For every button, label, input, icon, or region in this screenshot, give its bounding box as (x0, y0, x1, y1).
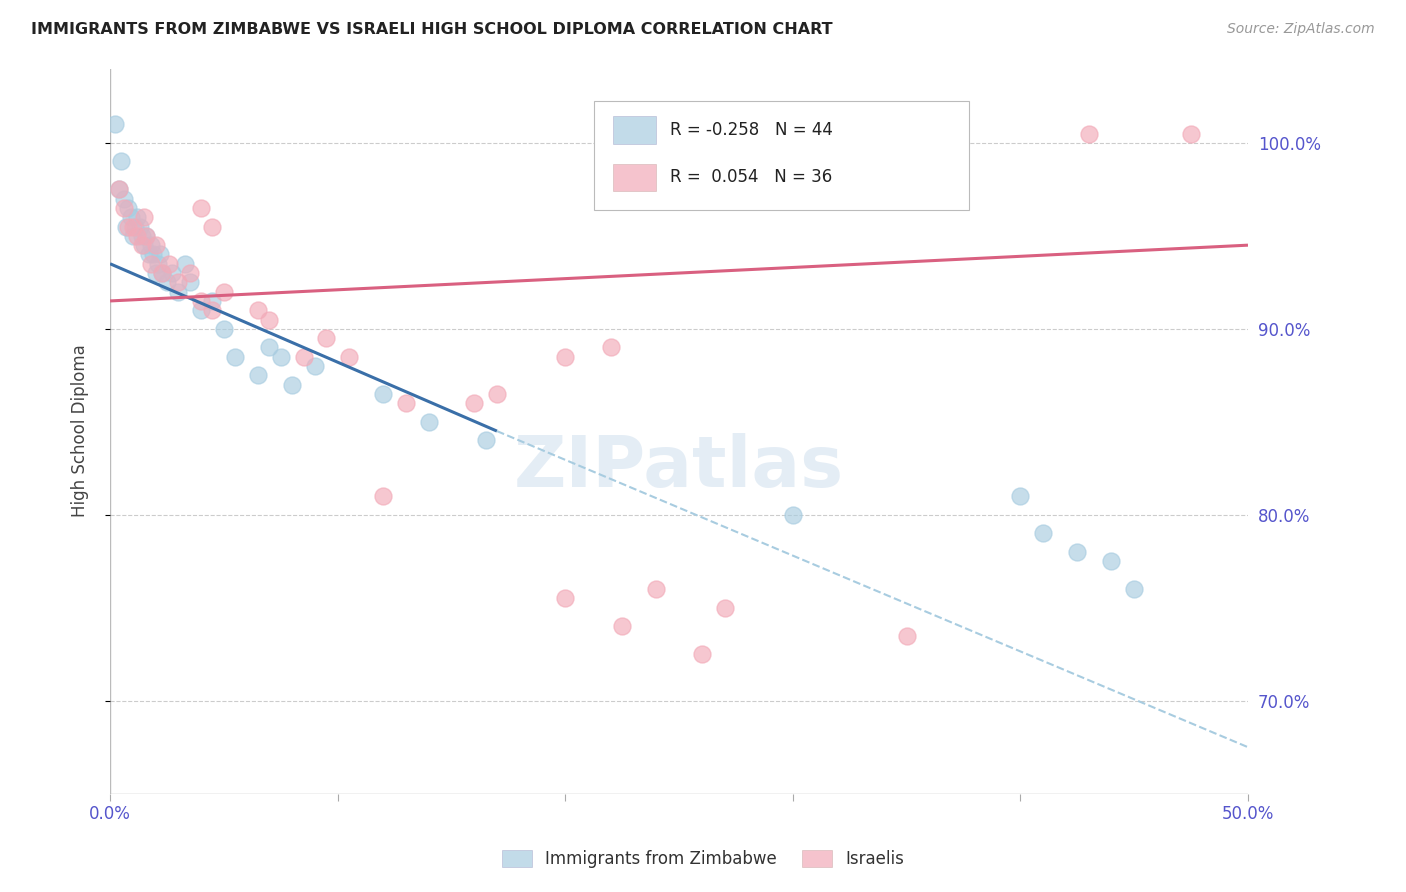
Point (131, 228, 153, 243)
Point (1066, 545, 1088, 559)
Point (131, 238, 153, 252)
Point (138, 247, 160, 261)
Point (179, 276, 201, 290)
Point (896, 629, 918, 643)
Point (281, 377, 304, 392)
Point (224, 350, 246, 364)
Point (485, 387, 508, 401)
Point (645, 582, 668, 596)
Point (121, 228, 143, 243)
Point (108, 182, 131, 196)
Point (167, 285, 190, 299)
Point (157, 257, 180, 271)
Point (1032, 526, 1054, 541)
Point (463, 396, 485, 410)
Text: IMMIGRANTS FROM ZIMBABWE VS ISRAELI HIGH SCHOOL DIPLOMA CORRELATION CHART: IMMIGRANTS FROM ZIMBABWE VS ISRAELI HIGH… (31, 22, 832, 37)
Point (174, 257, 197, 271)
Point (373, 387, 395, 401)
Y-axis label: High School Diploma: High School Diploma (72, 344, 89, 517)
Point (554, 591, 576, 606)
Point (246, 303, 269, 318)
Point (117, 201, 139, 215)
Point (160, 266, 183, 280)
Point (190, 201, 212, 215)
Text: ZIPatlas: ZIPatlas (515, 433, 844, 502)
Point (139, 238, 162, 252)
Point (1010, 489, 1032, 503)
Point (259, 340, 281, 354)
Point (337, 350, 360, 364)
Point (124, 219, 146, 234)
Point (190, 303, 212, 318)
Point (120, 211, 142, 225)
Point (373, 489, 395, 503)
Text: R = -0.258   N = 44: R = -0.258 N = 44 (669, 121, 832, 139)
Legend: Immigrants from Zimbabwe, Israelis: Immigrants from Zimbabwe, Israelis (495, 843, 911, 875)
Point (246, 368, 269, 383)
Point (201, 219, 224, 234)
Point (474, 434, 496, 448)
Point (127, 228, 149, 243)
FancyBboxPatch shape (613, 163, 657, 191)
Point (212, 285, 235, 299)
Point (134, 211, 156, 225)
Point (304, 359, 326, 373)
Point (121, 219, 143, 234)
Point (1123, 582, 1146, 596)
Point (270, 350, 292, 364)
Point (135, 228, 157, 243)
Point (713, 600, 735, 615)
Point (179, 266, 201, 280)
Point (112, 201, 135, 215)
Point (152, 266, 174, 280)
Point (554, 350, 576, 364)
Point (152, 266, 174, 280)
Point (146, 257, 169, 271)
Point (1099, 554, 1122, 568)
Point (201, 293, 224, 308)
Point (1077, 127, 1099, 141)
Point (149, 247, 172, 261)
Point (108, 182, 131, 196)
Point (782, 508, 804, 522)
Point (315, 331, 337, 345)
Point (395, 396, 418, 410)
Point (418, 415, 440, 429)
Point (142, 247, 165, 261)
Point (212, 322, 235, 336)
Point (1180, 127, 1202, 141)
Point (156, 276, 179, 290)
Point (190, 293, 212, 308)
FancyBboxPatch shape (613, 116, 657, 144)
Point (292, 350, 315, 364)
Point (610, 619, 633, 633)
Point (115, 219, 138, 234)
Point (117, 219, 139, 234)
Point (690, 647, 713, 661)
Point (145, 238, 167, 252)
Point (110, 154, 132, 169)
Point (104, 117, 127, 131)
Text: Source: ZipAtlas.com: Source: ZipAtlas.com (1227, 22, 1375, 37)
Point (599, 340, 621, 354)
Point (128, 219, 150, 234)
FancyBboxPatch shape (593, 101, 969, 210)
Point (167, 276, 190, 290)
Point (139, 257, 162, 271)
Point (145, 266, 167, 280)
Point (201, 303, 224, 318)
Point (134, 238, 156, 252)
Point (135, 228, 157, 243)
Point (259, 312, 281, 326)
Text: R =  0.054   N = 36: R = 0.054 N = 36 (669, 169, 832, 186)
Point (127, 211, 149, 225)
Point (112, 192, 135, 206)
